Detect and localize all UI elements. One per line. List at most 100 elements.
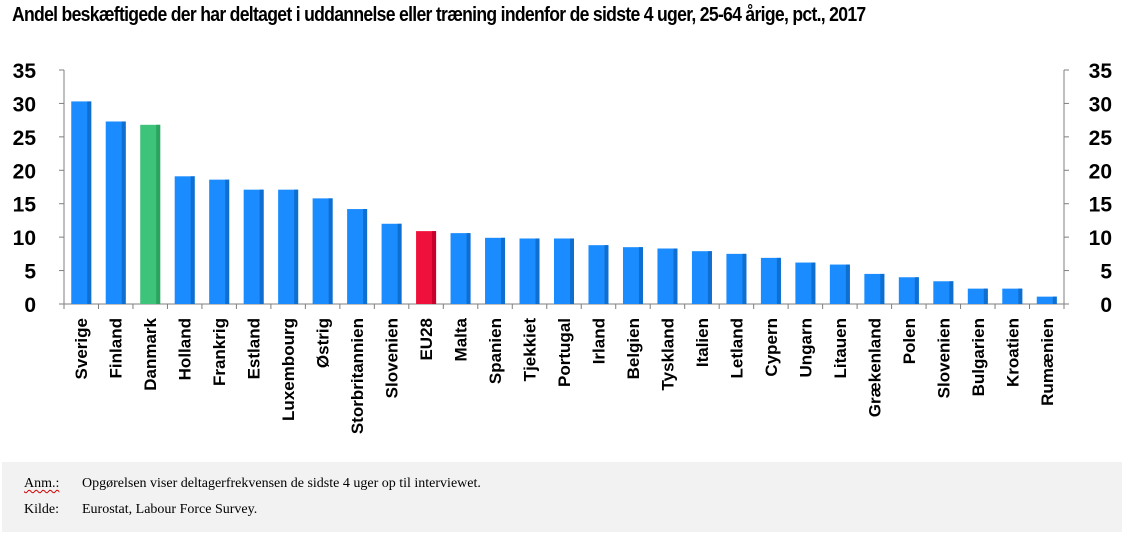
note-source-text: Eurostat, Labour Force Survey. <box>82 502 258 517</box>
bar <box>312 198 333 304</box>
category-label: Holland <box>176 318 195 380</box>
bar-shade <box>225 179 230 304</box>
bar <box>1036 296 1057 304</box>
category-label: Finland <box>107 318 126 378</box>
bar-shade <box>776 257 781 304</box>
category-label: Slovenien <box>383 318 402 398</box>
bar <box>588 245 609 304</box>
category-label: Danmark <box>141 317 160 390</box>
y-tick-label-right: 15 <box>1089 194 1113 217</box>
bar <box>795 262 816 304</box>
chart-title: Andel beskæftigede der har deltaget i ud… <box>12 4 866 26</box>
bar-shade <box>707 251 712 304</box>
bar <box>829 264 850 304</box>
bar-shade <box>328 198 333 304</box>
bar <box>450 233 471 304</box>
bar <box>71 101 92 305</box>
y-tick-label-left: 0 <box>24 294 36 317</box>
bar <box>347 209 368 304</box>
bar <box>657 248 678 304</box>
bar <box>209 179 230 304</box>
bar-shade <box>466 233 471 304</box>
note-source-row: Kilde: Eurostat, Labour Force Survey. <box>24 502 257 518</box>
y-tick-label-left: 30 <box>13 93 36 116</box>
y-tick-label-right: 20 <box>1089 160 1112 183</box>
notes-panel: Anm.: Opgørelsen viser deltagerfrekvensen… <box>2 462 1122 532</box>
y-tick-label-right: 5 <box>1100 261 1112 284</box>
y-tick-label-left: 20 <box>13 160 36 183</box>
category-label: Bulgarien <box>969 318 988 396</box>
bar-shade <box>845 264 850 304</box>
category-label: Litauen <box>831 318 850 378</box>
bar <box>416 231 437 304</box>
y-tick-label-left: 10 <box>13 227 36 250</box>
category-label: Tjekkiet <box>521 318 540 382</box>
bar-shade <box>570 238 574 304</box>
bar-shade <box>156 124 161 304</box>
bar <box>243 189 264 304</box>
category-label: Spanien <box>486 318 505 384</box>
bar-shade <box>87 101 92 305</box>
bar-shade <box>604 245 609 304</box>
bar <box>140 124 161 304</box>
note-annotation-key: Anm.: <box>24 476 60 491</box>
bar-chart: 0 0 5 5 10 10 15 15 20 20 25 25 30 30 35 35 Sverige Finla… <box>13 60 1113 434</box>
bar-shade <box>501 237 506 304</box>
bar-shade <box>914 277 919 304</box>
bar <box>760 257 781 304</box>
category-label: Portugal <box>555 318 574 387</box>
category-label: Østrig <box>314 318 333 368</box>
bar <box>381 223 402 304</box>
bar <box>174 176 195 304</box>
bar-shade <box>638 247 643 304</box>
bar-shade <box>294 189 299 304</box>
category-label: Luxembourg <box>279 318 298 421</box>
category-label: Cypern <box>762 318 781 377</box>
category-label: Rumænien <box>1038 318 1057 406</box>
category-label: Kroatien <box>1003 318 1022 387</box>
bar <box>898 277 919 304</box>
bar-shade <box>397 223 402 304</box>
category-label: EU28 <box>417 318 436 361</box>
category-label: Tyskland <box>658 318 677 390</box>
y-tick-label-left: 25 <box>13 127 37 150</box>
note-annotation-row: Anm.: Opgørelsen viser deltagerfrekvensen… <box>24 476 481 492</box>
bar <box>278 189 299 304</box>
category-label: Irland <box>589 318 608 364</box>
category-label: Sverige <box>72 318 91 379</box>
category-label: Italien <box>693 318 712 367</box>
bar-shade <box>259 189 264 304</box>
bar-shade <box>535 238 540 304</box>
bar <box>485 237 506 304</box>
bar-shade <box>880 273 885 304</box>
y-tick-label-left: 15 <box>13 194 37 217</box>
bar-shade <box>811 262 816 304</box>
category-label: Estland <box>245 318 264 379</box>
y-tick-label-left: 35 <box>13 60 37 83</box>
bar-shade <box>742 253 747 304</box>
bar-shade <box>1018 288 1023 304</box>
bar <box>691 251 712 304</box>
bar-shade <box>363 209 368 304</box>
bar <box>1002 288 1023 304</box>
bar-shade <box>983 288 988 304</box>
note-annotation-text: Opgørelsen viser deltagerfrekvensen de s… <box>82 476 481 491</box>
category-label: Polen <box>900 318 919 364</box>
bar-shade <box>949 281 954 304</box>
category-label: Frankrig <box>210 318 229 386</box>
bar <box>967 288 988 304</box>
bar <box>933 281 954 304</box>
bar-shade <box>190 176 195 304</box>
category-label: Belgien <box>624 318 643 379</box>
bar <box>622 247 643 304</box>
y-tick-label-right: 30 <box>1089 93 1112 116</box>
category-label: Storbritannien <box>348 318 367 434</box>
bar <box>726 253 747 304</box>
category-label: Malta <box>452 317 471 361</box>
note-source-key: Kilde: <box>24 502 59 517</box>
y-tick-label-right: 10 <box>1089 227 1112 250</box>
bar <box>864 273 885 304</box>
y-tick-label-right: 35 <box>1089 60 1113 83</box>
bar-shade <box>432 231 437 304</box>
y-tick-label-left: 5 <box>24 261 36 284</box>
